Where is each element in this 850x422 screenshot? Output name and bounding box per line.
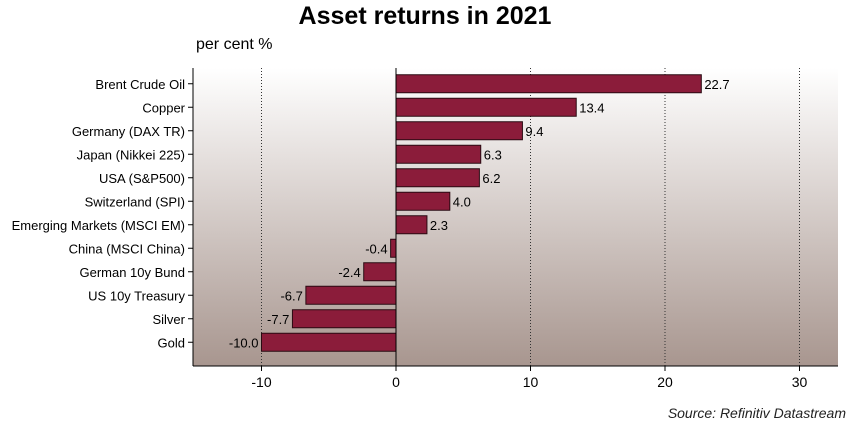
- bar-value-label: 2.3: [430, 218, 448, 233]
- category-label: USA (S&P500): [99, 171, 185, 186]
- bar: [363, 262, 397, 282]
- category-label: Switzerland (SPI): [85, 194, 185, 209]
- category-label: Brent Crude Oil: [95, 77, 185, 92]
- bar-value-label: 22.7: [704, 77, 729, 92]
- bar-value-label: -0.4: [365, 241, 387, 256]
- value-labels: 22.7 13.4 9.4 6.3 6.2 4.0 2.3 -0.4 -2.4 -6.7 -7.7-…: [229, 77, 730, 351]
- unit-label: per cent %: [196, 36, 273, 53]
- bar-value-label: 9.4: [525, 124, 543, 139]
- bar: [395, 97, 577, 117]
- category-label: China (MSCI China): [69, 241, 185, 256]
- category-label: Japan (Nikkei 225): [77, 147, 185, 162]
- bar-value-label: -6.7: [280, 288, 302, 303]
- bar: [395, 215, 428, 235]
- x-tick-label: -10: [251, 374, 271, 390]
- bar: [395, 144, 482, 164]
- category-label: Gold: [158, 335, 185, 350]
- bar: [395, 74, 702, 94]
- bar: [261, 332, 397, 352]
- x-tick-label: 0: [392, 374, 400, 390]
- category-label: Germany (DAX TR): [72, 124, 185, 139]
- bar: [305, 285, 397, 305]
- category-label: Silver: [152, 312, 185, 327]
- bar-value-label: 6.2: [482, 171, 500, 186]
- category-label: US 10y Treasury: [88, 288, 185, 303]
- bar-value-label: -10.0: [229, 335, 259, 350]
- bar-value-label: -7.7: [267, 312, 289, 327]
- source-note: Source: Refinitiv Datastream: [667, 405, 846, 421]
- bar-value-label: -2.4: [338, 265, 360, 280]
- x-tick-label: 20: [657, 374, 673, 390]
- bar: [395, 191, 451, 211]
- x-tick-label: 10: [523, 374, 539, 390]
- bar: [395, 121, 523, 141]
- x-axis: -10 0 10 20 30: [188, 68, 838, 390]
- category-label: Emerging Markets (MSCI EM): [12, 218, 185, 233]
- bar-value-label: 4.0: [453, 194, 471, 209]
- category-label: German 10y Bund: [79, 265, 185, 280]
- category-label: Copper: [142, 100, 185, 115]
- bar: [395, 168, 480, 188]
- chart-title: Asset returns in 2021: [298, 2, 552, 30]
- category-labels: Brent Crude Oil Copper Germany (DAX TR) Jap…: [12, 77, 186, 351]
- bar-value-label: 13.4: [579, 100, 604, 115]
- bar-value-label: 6.3: [484, 147, 502, 162]
- bar: [291, 309, 397, 329]
- x-tick-label: 30: [792, 374, 808, 390]
- bar: [390, 238, 397, 258]
